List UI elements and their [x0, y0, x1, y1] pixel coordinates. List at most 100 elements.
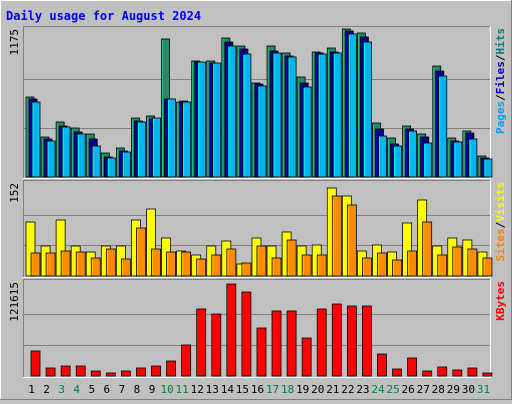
x-label-day-6: 6: [104, 383, 111, 396]
chart-panels: 1175Pages/Files/Hits152Sites/Visits12161…: [8, 26, 507, 378]
bar-sites-21: [331, 195, 342, 277]
series-visits: [25, 187, 488, 277]
bar-kbytes-3: [60, 365, 71, 377]
bar-pages-20: [317, 53, 327, 178]
bar-sites-14: [226, 248, 237, 277]
x-label-day-30: 30: [462, 383, 475, 396]
bar-kbytes-19: [301, 337, 312, 377]
bar-sites-31: [482, 257, 493, 277]
bar-sites-28: [437, 254, 448, 277]
bar-pages-23: [363, 41, 372, 178]
bar-kbytes-2: [45, 367, 56, 377]
x-label-day-25: 25: [386, 383, 399, 396]
bar-kbytes-1: [30, 350, 41, 377]
bar-pages-19: [302, 86, 312, 178]
bar-kbytes-13: [211, 313, 222, 377]
x-label-day-23: 23: [356, 383, 369, 396]
bar-pages-15: [242, 53, 252, 178]
bar-pages-24: [378, 135, 387, 178]
bar-pages-6: [106, 157, 116, 178]
bar-kbytes-24: [377, 353, 387, 377]
bar-sites-29: [452, 246, 463, 277]
bar-kbytes-5: [90, 370, 101, 377]
legend-part-0: KBytes: [494, 281, 507, 321]
x-label-day-19: 19: [296, 383, 309, 396]
bar-pages-3: [61, 126, 71, 178]
bar-kbytes-8: [136, 367, 146, 377]
bar-sites-17: [271, 257, 282, 277]
bar-pages-31: [483, 158, 493, 178]
bar-pages-1: [31, 101, 41, 178]
bar-kbytes-31: [482, 372, 493, 377]
legend-part-4: Hits: [494, 28, 507, 55]
bar-sites-7: [120, 258, 131, 277]
bar-sites-30: [467, 248, 478, 277]
x-label-day-22: 22: [341, 383, 354, 396]
legend-part-2: Visits: [494, 182, 507, 222]
x-label-day-13: 13: [206, 383, 219, 396]
panel-legend: Sites/Visits: [494, 182, 507, 262]
bar-pages-27: [423, 142, 433, 178]
x-label-day-16: 16: [251, 383, 264, 396]
bar-kbytes-28: [437, 366, 448, 377]
bar-sites-16: [256, 245, 267, 277]
bar-pages-9: [152, 117, 161, 178]
x-label-day-27: 27: [417, 383, 430, 396]
bar-kbytes-15: [241, 291, 252, 377]
bar-kbytes-18: [286, 310, 297, 377]
bar-kbytes-26: [407, 357, 418, 377]
x-label-day-15: 15: [236, 383, 249, 396]
bar-kbytes-12: [196, 308, 207, 377]
x-label-day-24: 24: [371, 383, 385, 396]
bar-sites-13: [211, 254, 222, 277]
legend-part-0: Pages: [494, 101, 507, 134]
bar-sites-1: [30, 252, 41, 277]
bar-visits-3: [55, 219, 66, 277]
bar-sites-4: [75, 251, 86, 277]
bar-pages-17: [272, 52, 282, 178]
x-label-day-26: 26: [402, 383, 415, 396]
bar-pages-18: [287, 56, 297, 178]
bar-pages-26: [408, 130, 418, 178]
bar-pages-12: [197, 61, 207, 178]
chart-title: Daily usage for August 2024: [6, 9, 201, 23]
bar-pages-28: [438, 75, 448, 178]
bar-kbytes-4: [75, 365, 86, 377]
legend-part-0: Sites: [494, 228, 507, 261]
x-label-day-28: 28: [432, 383, 445, 396]
x-label-day-14: 14: [221, 383, 235, 396]
bar-sites-5: [90, 257, 101, 277]
bar-pages-29: [453, 141, 463, 178]
x-label-day-3: 3: [58, 383, 65, 396]
bar-sites-19: [301, 254, 312, 277]
bar-sites-26: [407, 250, 418, 277]
legend-part-1: /: [494, 94, 507, 101]
bar-sites-20: [316, 254, 327, 277]
bar-kbytes-29: [452, 369, 463, 377]
x-label-day-12: 12: [191, 383, 204, 396]
bar-kbytes-17: [271, 310, 282, 377]
bar-sites-23: [362, 257, 372, 277]
bar-pages-30: [468, 138, 478, 178]
y-axis-max-label: 152: [8, 183, 21, 203]
bar-sites-11: [181, 251, 192, 277]
bar-pages-7: [121, 151, 131, 178]
bar-pages-2: [46, 140, 56, 178]
bar-kbytes-20: [316, 308, 327, 377]
x-label-day-11: 11: [176, 383, 189, 396]
bar-pages-25: [393, 145, 402, 178]
x-label-day-4: 4: [73, 383, 80, 396]
bar-pages-22: [347, 33, 357, 178]
legend-part-2: Files: [494, 61, 507, 94]
y-axis-max-label: 121615: [8, 282, 21, 322]
bar-sites-24: [377, 252, 387, 277]
bar-pages-8: [137, 121, 146, 178]
bar-sites-15: [241, 262, 252, 277]
bar-pages-11: [182, 101, 192, 178]
bar-sites-25: [392, 259, 402, 277]
x-axis-labels: 1 2 3 4 5 6 7 8 9 10 11 12 13 14 15 16 17 18 19 20 21 22 23 24 2…: [28, 383, 490, 396]
bar-sites-3: [60, 250, 71, 277]
bar-sites-9: [151, 248, 161, 277]
bar-pages-13: [212, 62, 222, 178]
